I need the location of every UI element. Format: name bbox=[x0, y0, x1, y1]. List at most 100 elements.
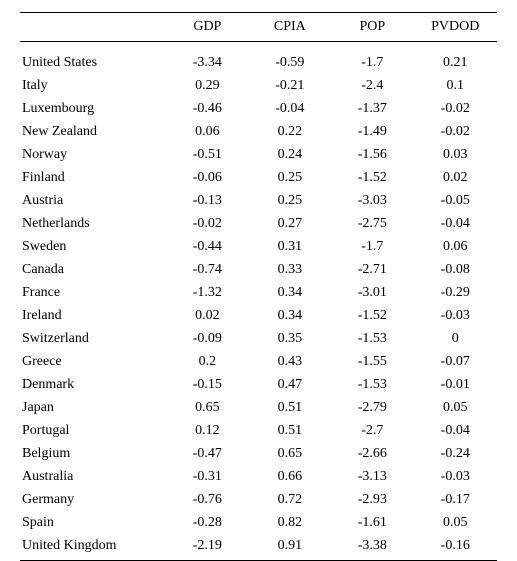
pvdod-cell: 0.1 bbox=[414, 75, 497, 98]
country-cell: New Zealand bbox=[20, 121, 166, 144]
gdp-cell: 0.29 bbox=[166, 75, 248, 98]
country-cell: United Kingdom bbox=[20, 535, 166, 561]
cpia-cell: 0.65 bbox=[249, 443, 332, 466]
table-row: Australia-0.310.66-3.13-0.03 bbox=[20, 466, 497, 489]
country-cell: Austria bbox=[20, 190, 166, 213]
gdp-cell: -0.51 bbox=[166, 144, 248, 167]
pop-cell: -2.71 bbox=[331, 259, 413, 282]
table-row: Belgium-0.470.65-2.66-0.24 bbox=[20, 443, 497, 466]
table-row: United Kingdom-2.190.91-3.38-0.16 bbox=[20, 535, 497, 561]
pop-cell: -1.56 bbox=[331, 144, 413, 167]
spacer-row bbox=[20, 42, 497, 52]
cpia-cell: -0.21 bbox=[249, 75, 332, 98]
table-row: Ireland0.020.34-1.52-0.03 bbox=[20, 305, 497, 328]
cpia-cell: 0.24 bbox=[249, 144, 332, 167]
gdp-cell: -0.47 bbox=[166, 443, 248, 466]
pop-cell: -2.93 bbox=[331, 489, 413, 512]
pop-cell: -2.75 bbox=[331, 213, 413, 236]
cpia-cell: 0.33 bbox=[249, 259, 332, 282]
cpia-cell: 0.34 bbox=[249, 305, 332, 328]
cpia-cell: 0.51 bbox=[249, 420, 332, 443]
country-cell: Australia bbox=[20, 466, 166, 489]
header-cpia: CPIA bbox=[249, 13, 332, 42]
table-body: United States-3.34-0.59-1.70.21Italy0.29… bbox=[20, 42, 497, 561]
cpia-cell: 0.25 bbox=[249, 167, 332, 190]
gdp-cell: -3.34 bbox=[166, 52, 248, 75]
cpia-cell: 0.34 bbox=[249, 282, 332, 305]
pop-cell: -2.4 bbox=[331, 75, 413, 98]
gdp-cell: -0.02 bbox=[166, 213, 248, 236]
pop-cell: -1.53 bbox=[331, 328, 413, 351]
country-cell: Finland bbox=[20, 167, 166, 190]
pvdod-cell: 0 bbox=[414, 328, 497, 351]
gdp-cell: -2.19 bbox=[166, 535, 248, 561]
header-row: GDP CPIA POP PVDOD bbox=[20, 13, 497, 42]
pvdod-cell: 0.21 bbox=[414, 52, 497, 75]
pop-cell: -2.66 bbox=[331, 443, 413, 466]
pvdod-cell: -0.24 bbox=[414, 443, 497, 466]
table-row: Greece0.20.43-1.55-0.07 bbox=[20, 351, 497, 374]
cpia-cell: 0.82 bbox=[249, 512, 332, 535]
pvdod-cell: -0.05 bbox=[414, 190, 497, 213]
gdp-cell: -0.28 bbox=[166, 512, 248, 535]
table-row: Germany-0.760.72-2.93-0.17 bbox=[20, 489, 497, 512]
pop-cell: -1.7 bbox=[331, 52, 413, 75]
gdp-cell: 0.12 bbox=[166, 420, 248, 443]
country-cell: Luxembourg bbox=[20, 98, 166, 121]
gdp-cell: 0.06 bbox=[166, 121, 248, 144]
pop-cell: -1.52 bbox=[331, 305, 413, 328]
cpia-cell: 0.66 bbox=[249, 466, 332, 489]
table-row: Switzerland-0.090.35-1.530 bbox=[20, 328, 497, 351]
pop-cell: -1.37 bbox=[331, 98, 413, 121]
pop-cell: -1.55 bbox=[331, 351, 413, 374]
table-row: Luxembourg-0.46-0.04-1.37-0.02 bbox=[20, 98, 497, 121]
country-cell: Canada bbox=[20, 259, 166, 282]
pop-cell: -1.7 bbox=[331, 236, 413, 259]
country-cell: Norway bbox=[20, 144, 166, 167]
pvdod-cell: -0.17 bbox=[414, 489, 497, 512]
table-row: Austria-0.130.25-3.03-0.05 bbox=[20, 190, 497, 213]
country-cell: Belgium bbox=[20, 443, 166, 466]
pvdod-cell: 0.03 bbox=[414, 144, 497, 167]
pop-cell: -1.49 bbox=[331, 121, 413, 144]
table-row: Denmark-0.150.47-1.53-0.01 bbox=[20, 374, 497, 397]
table-row: France-1.320.34-3.01-0.29 bbox=[20, 282, 497, 305]
gdp-cell: -0.46 bbox=[166, 98, 248, 121]
data-table: GDP CPIA POP PVDOD United States-3.34-0.… bbox=[20, 12, 497, 561]
country-cell: Netherlands bbox=[20, 213, 166, 236]
country-cell: Greece bbox=[20, 351, 166, 374]
pop-cell: -3.03 bbox=[331, 190, 413, 213]
cpia-cell: 0.31 bbox=[249, 236, 332, 259]
cpia-cell: 0.27 bbox=[249, 213, 332, 236]
table-row: Italy0.29-0.21-2.40.1 bbox=[20, 75, 497, 98]
cpia-cell: 0.35 bbox=[249, 328, 332, 351]
pvdod-cell: -0.02 bbox=[414, 121, 497, 144]
table-row: Portugal0.120.51-2.7-0.04 bbox=[20, 420, 497, 443]
table-row: United States-3.34-0.59-1.70.21 bbox=[20, 52, 497, 75]
pvdod-cell: -0.29 bbox=[414, 282, 497, 305]
country-cell: France bbox=[20, 282, 166, 305]
pop-cell: -3.38 bbox=[331, 535, 413, 561]
pvdod-cell: 0.02 bbox=[414, 167, 497, 190]
pop-cell: -3.13 bbox=[331, 466, 413, 489]
cpia-cell: 0.91 bbox=[249, 535, 332, 561]
country-cell: Sweden bbox=[20, 236, 166, 259]
cpia-cell: 0.25 bbox=[249, 190, 332, 213]
table-row: Japan0.650.51-2.790.05 bbox=[20, 397, 497, 420]
cpia-cell: 0.43 bbox=[249, 351, 332, 374]
pvdod-cell: -0.08 bbox=[414, 259, 497, 282]
cpia-cell: 0.51 bbox=[249, 397, 332, 420]
gdp-cell: -0.31 bbox=[166, 466, 248, 489]
table-row: Finland-0.060.25-1.520.02 bbox=[20, 167, 497, 190]
country-cell: Japan bbox=[20, 397, 166, 420]
cpia-cell: -0.04 bbox=[249, 98, 332, 121]
gdp-cell: 0.65 bbox=[166, 397, 248, 420]
gdp-cell: -0.15 bbox=[166, 374, 248, 397]
country-cell: Spain bbox=[20, 512, 166, 535]
gdp-cell: -0.44 bbox=[166, 236, 248, 259]
pvdod-cell: -0.02 bbox=[414, 98, 497, 121]
country-cell: United States bbox=[20, 52, 166, 75]
pvdod-cell: 0.05 bbox=[414, 397, 497, 420]
pvdod-cell: -0.04 bbox=[414, 213, 497, 236]
table-row: Netherlands-0.020.27-2.75-0.04 bbox=[20, 213, 497, 236]
